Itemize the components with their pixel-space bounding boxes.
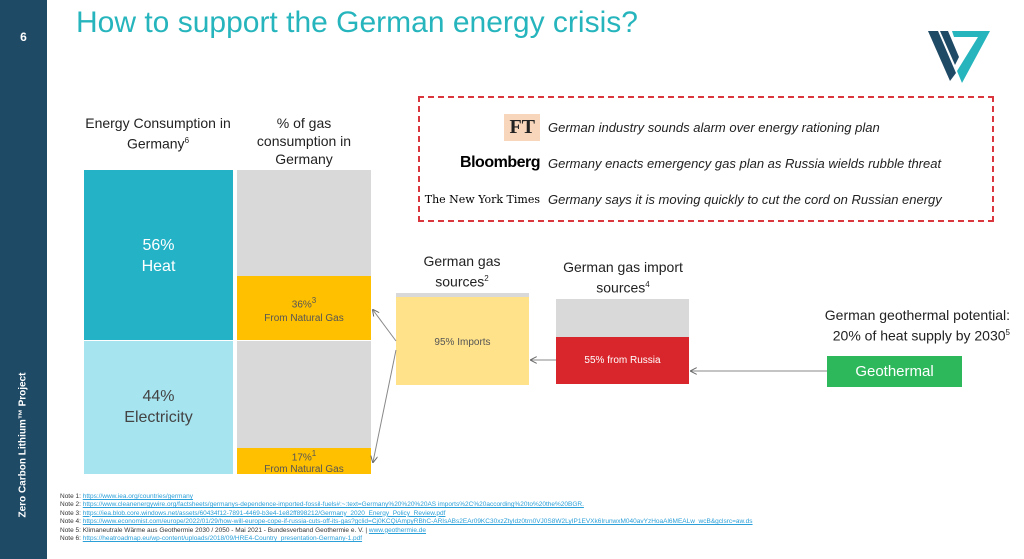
sidebar [0, 0, 47, 559]
electricity-block: 44% Electricity [84, 341, 233, 474]
electricity-gas-footnote: 1 [311, 449, 317, 458]
geothermal-box: Geothermal [827, 356, 962, 387]
news-row-ft: FT German industry sounds alarm over ene… [420, 112, 992, 142]
arrow-imports-to-electricity-gas [373, 349, 397, 462]
note-link[interactable]: https://www.cleanenergywire.org/factshee… [82, 501, 584, 509]
note-link[interactable]: https://heatroadmap.eu/wp-content/upload… [82, 535, 363, 543]
energy-column-heading: Energy Consumption in Germany6 [83, 114, 233, 153]
gas-import-footnote: 4 [645, 280, 650, 289]
domestic-gas-block [396, 293, 529, 297]
imports-label: 95% Imports [434, 337, 491, 348]
heat-percent: 56% [142, 237, 175, 254]
gas-sources-heading: German gas sources2 [412, 252, 512, 291]
electricity-label: Electricity [124, 409, 193, 426]
note-label: Note 6: [60, 535, 83, 543]
news-headline-nyt: Germany says it is moving quickly to cut… [548, 191, 942, 207]
note-link[interactable]: www.geothermie.de [368, 526, 427, 534]
bloomberg-logo-icon: Bloomberg [460, 154, 540, 171]
electricity-non-gas-block [237, 341, 371, 448]
arrow-imports-to-heat-gas [373, 310, 397, 342]
russia-label: 55% from Russia [584, 355, 661, 366]
note-link[interactable]: https://www.economist.com/europe/2022/01… [82, 518, 753, 526]
geothermal-heading-line1: German geothermal potential: [824, 307, 1010, 323]
gas-column-heading: % of gas consumption in Germany [256, 115, 352, 167]
energy-heading-text: Energy Consumption in Germany [85, 115, 231, 152]
note-label: Note 1: [60, 493, 83, 500]
news-headlines-box: FT German industry sounds alarm over ene… [418, 96, 994, 222]
nyt-logo-icon: The New York Times [424, 192, 540, 206]
note-3: Note 3: https://iea.blob.core.windows.ne… [60, 510, 753, 518]
news-row-bloomberg: Bloomberg Germany enacts emergency gas p… [420, 148, 992, 178]
company-logo-icon [928, 31, 990, 83]
note-label: Note 2: [60, 501, 83, 509]
note-label: Note 4: [60, 518, 83, 526]
geothermal-footnote: 5 [1005, 328, 1010, 337]
news-row-nyt: The New York Times Germany says it is mo… [420, 184, 992, 214]
geothermal-heading-line2: 20% of heat supply by 2030 [832, 327, 1006, 344]
note-4: Note 4: https://www.economist.com/europe… [60, 518, 753, 526]
other-imports-block [556, 299, 689, 337]
news-headline-bloomberg: Germany enacts emergency gas plan as Rus… [548, 155, 942, 171]
heat-block: 56% Heat [84, 170, 233, 340]
electricity-gas-block: 17%1 From Natural Gas [237, 448, 371, 476]
note-2: Note 2: https://www.cleanenergywire.org/… [60, 501, 753, 509]
electricity-percent: 44% [142, 388, 175, 405]
electricity-gas-percent: 17% [291, 452, 312, 464]
imports-block: 95% Imports [396, 297, 529, 385]
note-5: Note 5: Klimaneutrale Wärme aus Geotherm… [60, 527, 753, 535]
note-link[interactable]: https://www.iea.org/countries/germany [82, 493, 193, 500]
gas-sources-footnote: 2 [484, 274, 489, 283]
heat-label: Heat [141, 258, 176, 275]
geothermal-heading: German geothermal potential: 20% of heat… [785, 306, 1010, 345]
ft-logo-icon: FT [504, 113, 540, 141]
note-label: Note 3: [60, 509, 83, 517]
note-link[interactable]: https://iea.blob.core.windows.net/assets… [82, 509, 446, 517]
news-headline-ft: German industry sounds alarm over energy… [548, 119, 880, 135]
note-1: Note 1: https://www.iea.org/countries/ge… [60, 493, 753, 501]
energy-heading-footnote: 6 [184, 136, 190, 145]
gas-sources-heading-text: German gas sources [423, 253, 501, 290]
gas-import-sources-heading: German gas import sources4 [548, 258, 698, 297]
note-label: Note 5: Klimaneutrale Wärme aus Geotherm… [60, 526, 369, 534]
heat-non-gas-block [237, 170, 371, 276]
footnotes: Note 1: https://www.iea.org/countries/ge… [60, 493, 753, 543]
note-6: Note 6: https://heatroadmap.eu/wp-conten… [60, 535, 753, 543]
heat-gas-block: 36%3 From Natural Gas [237, 276, 371, 340]
electricity-gas-label: From Natural Gas [264, 464, 344, 476]
slide-title: How to support the German energy crisis? [76, 6, 638, 39]
heat-gas-percent: 36% [291, 299, 312, 311]
page-number: 6 [20, 30, 27, 44]
russia-block: 55% from Russia [556, 337, 689, 384]
heat-gas-label: From Natural Gas [264, 313, 344, 325]
gas-import-heading-text: German gas import sources [563, 259, 683, 296]
heat-gas-footnote: 3 [311, 296, 317, 305]
